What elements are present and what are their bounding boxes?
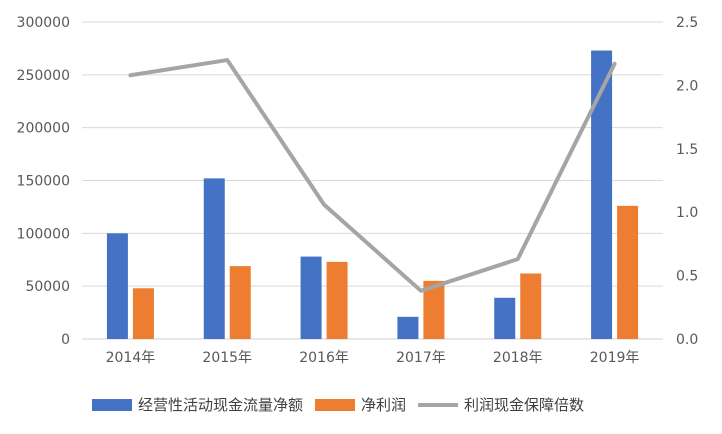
- y-left-tick-label: 50000: [25, 279, 70, 295]
- y-left-tick-label: 100000: [17, 226, 70, 242]
- bar-operating-cash-flow: [203, 178, 225, 339]
- bar-operating-cash-flow: [300, 256, 322, 339]
- legend-label: 利润现金保障倍数: [464, 396, 584, 414]
- x-tick-label: 2016年: [299, 350, 349, 366]
- x-axis: 2014年 2015年 2016年 2017年 2018年 2019年: [106, 350, 640, 366]
- gridlines: [82, 21, 663, 340]
- x-tick-label: 2019年: [590, 350, 640, 366]
- bar-net-profit: [617, 205, 639, 339]
- bar-net-profit: [326, 261, 348, 339]
- x-tick-label: 2018年: [493, 350, 543, 366]
- line-series: [128, 58, 617, 293]
- legend-label: 净利润: [361, 396, 406, 414]
- left-y-axis: 0 50000 100000 150000 200000 250000 300000: [17, 15, 70, 348]
- bar-operating-cash-flow: [591, 50, 613, 339]
- y-left-tick-label: 200000: [17, 121, 70, 137]
- line-cash-coverage-ratio: [128, 58, 617, 293]
- bar-series: [106, 50, 639, 339]
- y-left-tick-label: 300000: [17, 15, 70, 31]
- x-tick-label: 2017年: [396, 350, 446, 366]
- bar-net-profit: [520, 273, 542, 339]
- y-left-tick-label: 150000: [17, 174, 70, 190]
- legend-label: 经营性活动现金流量净额: [138, 396, 303, 414]
- bar-operating-cash-flow: [397, 316, 419, 339]
- bar-net-profit: [229, 266, 251, 339]
- bar-net-profit: [423, 280, 445, 339]
- y-right-tick-label: 0.0: [676, 332, 698, 348]
- x-tick-label: 2015年: [202, 350, 252, 366]
- x-tick-label: 2014年: [106, 350, 156, 366]
- y-right-tick-label: 1.0: [676, 205, 698, 221]
- right-y-axis: 0.0 0.5 1.0 1.5 2.0 2.5: [676, 15, 698, 348]
- y-right-tick-label: 2.5: [676, 15, 698, 31]
- y-left-tick-label: 250000: [17, 68, 70, 84]
- legend-swatch-operating-cash-flow: [92, 399, 132, 411]
- legend: 经营性活动现金流量净额 净利润 利润现金保障倍数: [92, 396, 584, 414]
- y-right-tick-label: 2.0: [676, 78, 698, 94]
- y-right-tick-label: 1.5: [676, 142, 698, 158]
- bar-operating-cash-flow: [494, 297, 516, 339]
- bar-operating-cash-flow: [106, 233, 128, 339]
- legend-swatch-net-profit: [315, 399, 356, 411]
- y-left-tick-label: 0: [61, 332, 70, 348]
- bar-net-profit: [132, 288, 154, 339]
- y-right-tick-label: 0.5: [676, 269, 698, 285]
